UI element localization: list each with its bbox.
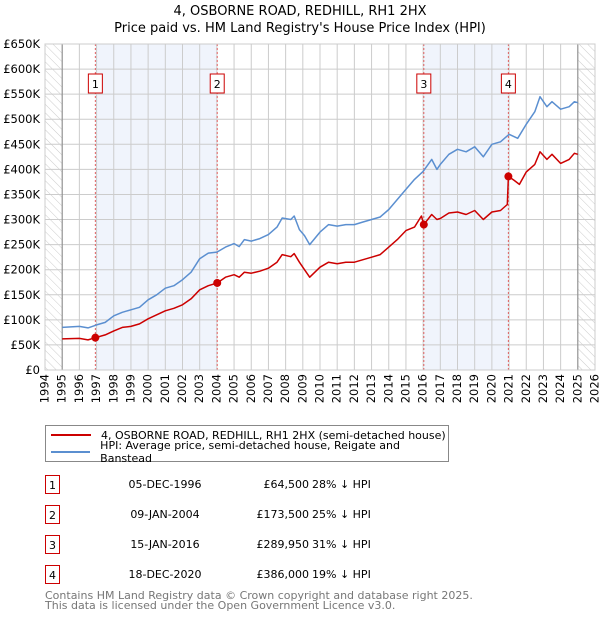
y-tick-label: £300K <box>3 213 40 227</box>
x-tick-label: 2026 <box>588 374 600 403</box>
x-tick-label: 2009 <box>295 374 309 403</box>
y-tick-label: £450K <box>3 137 40 151</box>
x-tick-label: 2007 <box>261 374 275 403</box>
x-tick-label: 1994 <box>38 374 52 403</box>
price-chart: 1994 1995 1996 1997 1998 1999 2000 2001 2002 2003… <box>3 37 600 403</box>
sale-point <box>504 172 513 181</box>
ownership-period-shade <box>423 44 509 370</box>
x-tick-label: 2025 <box>570 374 584 403</box>
transaction-row: 3 15-JAN-2016 £289,950 31% ↓ HPI <box>45 535 445 555</box>
transaction-number: 4 <box>45 565 60 584</box>
legend-label: 4, OSBORNE ROAD, REDHILL, RH1 2HX (semi-… <box>101 428 446 442</box>
sale-label: 2 <box>214 78 221 91</box>
x-tick-label: 1995 <box>55 374 69 403</box>
y-tick-label: £150K <box>3 288 40 302</box>
transaction-hpi-diff: 31% ↓ HPI <box>312 538 371 551</box>
transaction-number: 3 <box>45 535 60 554</box>
x-tick-label: 2010 <box>313 374 327 403</box>
plot-border <box>44 43 596 371</box>
transaction-price: £386,000 <box>256 568 310 581</box>
y-tick-label: £350K <box>3 187 40 201</box>
property-series-line <box>62 151 579 341</box>
transaction-number: 2 <box>45 505 60 524</box>
x-tick-label: 2014 <box>381 374 395 403</box>
legend: 4, OSBORNE ROAD, REDHILL, RH1 2HX (semi-… <box>45 425 449 465</box>
x-tick-label: 1999 <box>123 374 137 403</box>
transaction-row: 4 18-DEC-2020 £386,000 19% ↓ HPI <box>45 565 445 585</box>
legend-label: HPI: Average price, semi-detached house,… <box>100 439 401 465</box>
x-tick-label: 2013 <box>364 374 378 403</box>
x-tick-label: 2017 <box>433 374 447 403</box>
footer-copyright: Contains HM Land Registry data © Crown c… <box>45 589 473 602</box>
transaction-row: 2 09-JAN-2004 £173,500 25% ↓ HPI <box>45 505 445 525</box>
no-data-region <box>577 44 595 370</box>
sale-point <box>91 333 100 342</box>
x-tick-label: 2011 <box>330 374 344 403</box>
x-tick-label: 2022 <box>519 374 533 403</box>
transaction-hpi-diff: 19% ↓ HPI <box>312 568 371 581</box>
x-tick-label: 2006 <box>244 374 258 403</box>
y-tick-label: £400K <box>3 162 40 176</box>
sale-point <box>213 278 222 287</box>
x-tick-label: 2012 <box>347 374 361 403</box>
transaction-number: 1 <box>45 475 60 494</box>
x-tick-label: 2019 <box>467 374 481 403</box>
transaction-date: 18-DEC-2020 <box>128 568 202 581</box>
sale-label: 1 <box>92 78 99 91</box>
sale-label-box <box>87 73 103 94</box>
legend-item-property: 4, OSBORNE ROAD, REDHILL, RH1 2HX (semi-… <box>51 427 446 443</box>
transaction-date: 15-JAN-2016 <box>130 538 200 551</box>
x-tick-label: 2008 <box>278 374 292 403</box>
y-tick-label: £100K <box>3 313 40 327</box>
legend-swatch-red <box>51 434 91 436</box>
y-tick-label: £650K <box>3 37 40 51</box>
y-tick-label: £50K <box>11 338 41 352</box>
transaction-date: 05-DEC-1996 <box>128 478 202 491</box>
x-tick-label: 2021 <box>502 374 516 403</box>
chart-subtitle: Price paid vs. HM Land Registry's House … <box>114 21 486 36</box>
x-tick-label: 2015 <box>398 374 412 403</box>
x-tick-label: 1996 <box>72 374 86 403</box>
x-tick-label: 1998 <box>106 374 120 403</box>
x-tick-label: 1997 <box>89 374 103 403</box>
footer-licence: This data is licensed under the Open Gov… <box>45 599 396 612</box>
transaction-price: £64,500 <box>263 478 310 491</box>
legend-item-hpi: HPI: Average price, semi-detached house,… <box>51 439 448 465</box>
x-tick-label: 2004 <box>209 374 223 403</box>
y-tick-label: £600K <box>3 62 40 76</box>
x-tick-label: 2020 <box>484 374 498 403</box>
y-tick-label: £550K <box>3 87 40 101</box>
sale-label-box <box>416 73 432 94</box>
y-tick-label: £500K <box>3 112 40 126</box>
chart-title: 4, OSBORNE ROAD, REDHILL, RH1 2HX <box>173 4 427 19</box>
transaction-price: £289,950 <box>256 538 310 551</box>
x-tick-label: 2023 <box>536 374 550 403</box>
y-tick-label: £200K <box>3 263 40 277</box>
transaction-row: 1 05-DEC-1996 £64,500 28% ↓ HPI <box>45 475 445 495</box>
x-tick-label: 2001 <box>158 374 172 403</box>
transaction-hpi-diff: 25% ↓ HPI <box>312 508 371 521</box>
sale-label: 4 <box>505 78 512 91</box>
y-tick-label: £250K <box>3 238 40 252</box>
x-tick-label: 2016 <box>416 374 430 403</box>
x-tick-label: 2005 <box>227 374 241 403</box>
x-tick-label: 2002 <box>175 374 189 403</box>
transaction-date: 09-JAN-2004 <box>130 508 200 521</box>
sale-point <box>419 220 428 229</box>
legend-swatch-blue <box>51 451 91 453</box>
hpi-series-line <box>62 95 579 329</box>
x-tick-label: 2000 <box>141 374 155 403</box>
x-tick-label: 2018 <box>450 374 464 403</box>
sale-label: 3 <box>420 78 427 91</box>
transaction-hpi-diff: 28% ↓ HPI <box>312 478 371 491</box>
sale-label-box <box>209 73 225 94</box>
x-tick-label: 2003 <box>192 374 206 403</box>
sale-label-box <box>500 73 516 94</box>
transaction-price: £173,500 <box>256 508 310 521</box>
no-data-region <box>45 44 63 370</box>
y-tick-label: £0 <box>25 363 40 377</box>
x-tick-label: 2024 <box>553 374 567 403</box>
